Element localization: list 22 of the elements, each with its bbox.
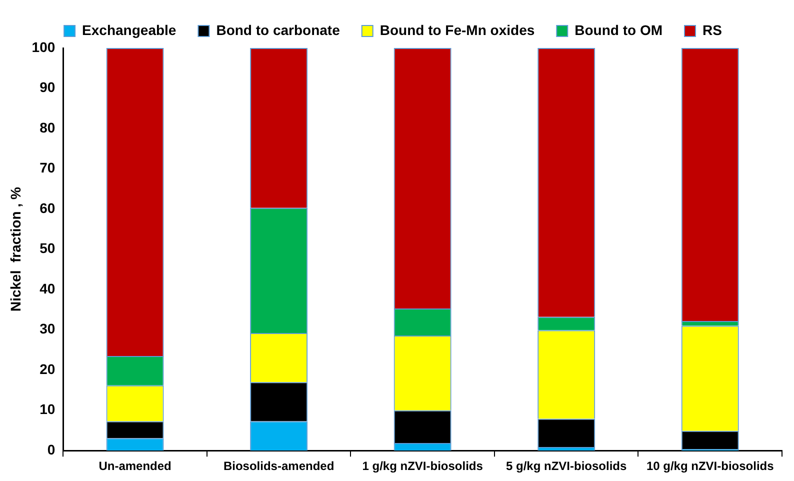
y-tick-label: 10 (40, 401, 56, 418)
y-tick-label: 40 (40, 280, 56, 296)
y-axis-title: Nickel fraction , % (7, 186, 24, 312)
y-tick-label: 50 (40, 240, 56, 256)
y-tick-label: 90 (40, 79, 56, 96)
x-tick-label: Un-amended (98, 459, 172, 474)
y-tick-label: 0 (47, 441, 56, 458)
y-tick-label: 30 (40, 320, 56, 337)
x-tick-label: 1 g/kg nZVI-biosolids (362, 459, 484, 474)
y-tick-label: 80 (40, 119, 56, 136)
legend-label: Exchangeable (82, 22, 176, 38)
y-tick-label: 20 (40, 360, 56, 377)
legend-label: Bound to Fe-Mn oxides (380, 22, 535, 38)
legend-label: Bound to OM (574, 22, 663, 38)
legend-label: Bond to carbonate (216, 22, 340, 38)
x-tick-label: 10 g/kg nZVI-biosolids (646, 459, 774, 474)
y-tick-label: 100 (32, 38, 56, 55)
legend-label: RS (702, 22, 722, 38)
x-tick-label: Biosolids-amended (223, 459, 334, 474)
y-tick-label: 60 (40, 200, 56, 216)
y-tick-label: 70 (40, 160, 56, 176)
x-tick-label: 5 g/kg nZVI-biosolids (506, 459, 628, 474)
